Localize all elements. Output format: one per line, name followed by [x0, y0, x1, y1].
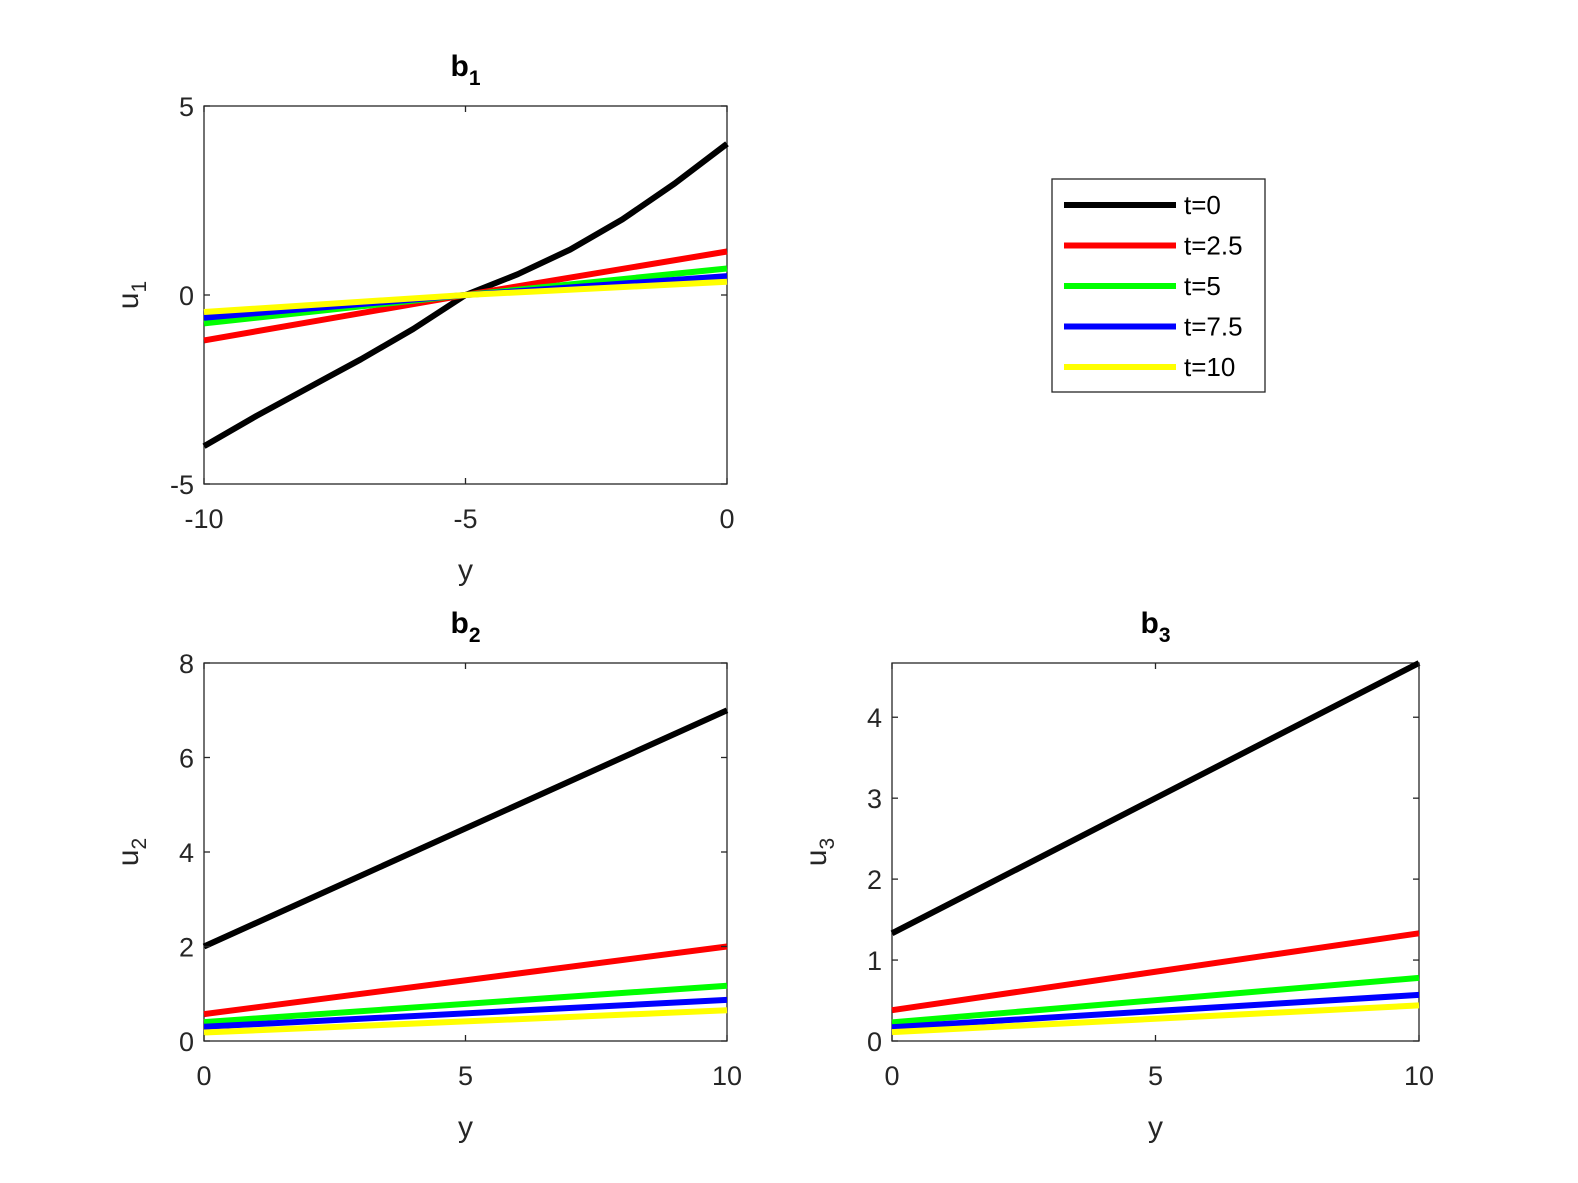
series-line-t-5 [891, 974, 1420, 1026]
y-tick-label: -5 [170, 470, 194, 500]
y-tick-label: 4 [867, 703, 882, 733]
panel-title-sub: 2 [469, 624, 481, 647]
panel-title: b2 [450, 607, 480, 647]
x-tick-label: 0 [196, 1061, 211, 1091]
series-line-t-10 [891, 1002, 1420, 1036]
series-line-t-7-5 [203, 996, 728, 1030]
y-axis-label-sub: 2 [128, 838, 151, 850]
legend: t=0 t=2.5 t=5 t=7.5 t=10 [1051, 178, 1266, 393]
x-axis-label: y [458, 1111, 473, 1144]
panel-title-sub: 3 [1159, 624, 1171, 647]
panel-title-main: b [1140, 607, 1158, 640]
x-axis-label: y [1148, 1111, 1163, 1144]
y-tick-label: 0 [867, 1027, 882, 1057]
panel-title-sub: 1 [469, 67, 481, 90]
y-tick-label: 8 [179, 649, 194, 679]
y-axis-label-main: u [800, 850, 833, 867]
y-axis-label-sub: 1 [128, 281, 151, 293]
x-tick-label: -5 [453, 504, 477, 534]
series-line-t-7-5 [891, 991, 1420, 1031]
y-tick-label: 1 [867, 946, 882, 976]
series-line-t-0 [890, 660, 1421, 936]
y-tick-label: 5 [179, 92, 194, 122]
plot-area [891, 662, 1420, 1042]
x-tick-label: 5 [1148, 1061, 1163, 1091]
y-tick-label: 0 [179, 1027, 194, 1057]
x-tick-label: 10 [1404, 1061, 1434, 1091]
legend-label: t=2.5 [1184, 231, 1243, 261]
y-axis-label: u3 [800, 838, 839, 866]
panel-title: b1 [450, 50, 480, 90]
y-axis-label: u2 [112, 838, 151, 866]
y-tick-label: 2 [179, 933, 194, 963]
x-tick-label: 0 [884, 1061, 899, 1091]
panel-title: b3 [1140, 607, 1170, 647]
panel-title-main: b [450, 50, 468, 83]
y-axis-label: u1 [112, 281, 151, 309]
series-line-t-2-5 [891, 930, 1420, 1014]
legend-label: t=5 [1184, 271, 1221, 301]
x-tick-label: 10 [712, 1061, 742, 1091]
y-axis-label-main: u [112, 293, 145, 310]
series-line-t-5 [203, 982, 728, 1026]
series-line-t-2-5 [203, 943, 728, 1018]
x-tick-label: 5 [458, 1061, 473, 1091]
x-axis-label: y [458, 554, 473, 587]
series-line-t-0 [202, 707, 729, 950]
legend-label: t=7.5 [1184, 312, 1243, 342]
y-tick-label: 6 [179, 744, 194, 774]
y-tick-label: 3 [867, 784, 882, 814]
legend-label: t=10 [1184, 352, 1235, 382]
x-tick-label: -10 [184, 504, 223, 534]
panel-title-main: b [450, 607, 468, 640]
series-line-t-10 [203, 1007, 728, 1036]
y-tick-label: 2 [867, 865, 882, 895]
y-axis-label-main: u [112, 850, 145, 867]
y-tick-label: 0 [179, 281, 194, 311]
y-axis-label-sub: 3 [816, 838, 839, 850]
x-tick-label: 0 [719, 504, 734, 534]
series-line-t-10 [203, 278, 728, 315]
y-tick-label: 4 [179, 838, 194, 868]
plot-area [203, 662, 728, 1042]
legend-label: t=0 [1184, 190, 1221, 220]
